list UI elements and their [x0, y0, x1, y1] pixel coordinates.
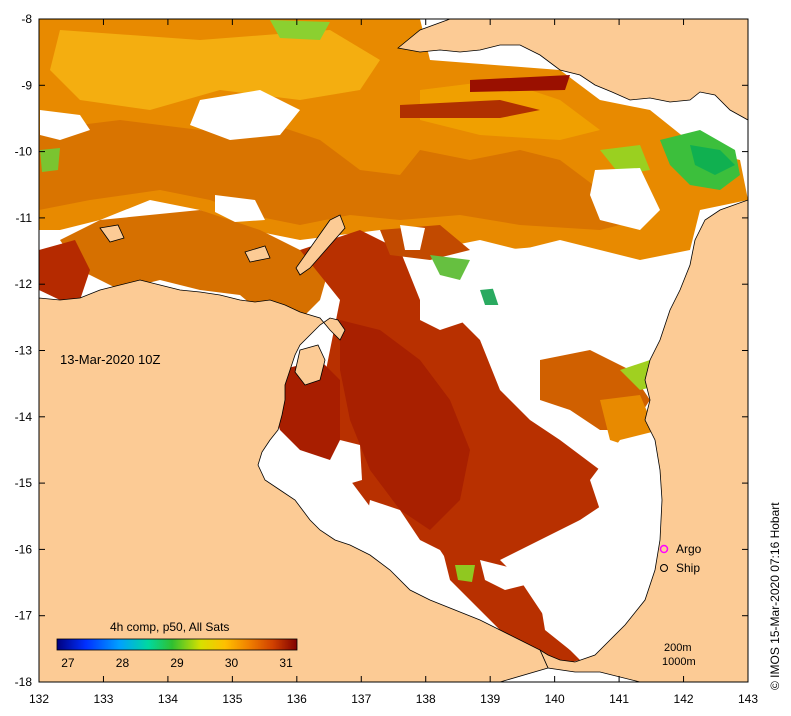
argo-marker-icon: [659, 544, 669, 554]
map-plot: [39, 19, 748, 682]
ship-marker-icon: [660, 564, 668, 572]
map-frame: [38, 18, 749, 683]
colorbar-tick-label: 27: [61, 656, 75, 670]
cloud-gaps: [40, 90, 670, 655]
colorbar-tick-label: 29: [170, 656, 184, 670]
lat-tick-label: -9: [21, 78, 32, 92]
lon-tick-label: 133: [93, 692, 113, 706]
lon-tick-label: 143: [738, 692, 758, 706]
colorbar-title: 4h comp, p50, All Sats: [110, 620, 229, 634]
depth-label-200m: 200m: [664, 642, 692, 654]
lat-tick-label: -10: [15, 145, 33, 159]
ship-label: Ship: [676, 561, 700, 575]
colorbar-tick-label: 30: [225, 656, 239, 670]
lon-tick-label: 141: [609, 692, 629, 706]
lon-tick-label: 137: [351, 692, 371, 706]
lat-tick-label: -15: [15, 476, 33, 490]
colorbar: 4h comp, p50, All Sats 27 28 29 30 31: [56, 620, 298, 670]
lon-tick-label: 138: [416, 692, 436, 706]
lon-tick-label: 140: [545, 692, 565, 706]
lat-tick-label: -18: [15, 675, 33, 689]
colorbar-tick-label: 31: [279, 656, 293, 670]
lon-tick-label: 142: [674, 692, 694, 706]
date-label: 13-Mar-2020 10Z: [60, 352, 160, 367]
lon-tick-label: 139: [480, 692, 500, 706]
credit-label: © IMOS 15-Mar-2020 07:16 Hobart: [768, 502, 782, 690]
lon-tick-label: 136: [287, 692, 307, 706]
latitude-axis: -8 -9 -10 -11 -12 -13 -14 -15 -16 -17 -18: [15, 12, 33, 689]
lon-tick-label: 134: [158, 692, 178, 706]
longitude-axis: 132 133 134 135 136 137 138 139 140 141 142 143: [29, 692, 758, 706]
land-new-guinea: [397, 19, 748, 121]
lat-tick-label: -12: [15, 277, 33, 291]
lat-tick-label: -14: [15, 410, 33, 424]
colorbar-tick-label: 28: [116, 656, 130, 670]
lat-tick-label: -17: [15, 609, 33, 623]
land-groote-eylandt: [294, 344, 326, 386]
lat-tick-label: -16: [15, 542, 33, 556]
depth-legend: 200m 1000m: [662, 642, 696, 668]
land: [39, 19, 748, 682]
land-arnhem: [39, 279, 549, 682]
colorbar-gradient: [56, 638, 298, 651]
marker-legend: Argo Ship: [659, 542, 702, 575]
grid-ticks: [39, 19, 748, 682]
colorbar-ticks: 27 28 29 30 31: [61, 656, 293, 670]
depth-label-1000m: 1000m: [662, 656, 696, 668]
lat-tick-label: -13: [15, 344, 33, 358]
lat-tick-label: -8: [21, 12, 32, 26]
lat-tick-label: -11: [16, 211, 33, 225]
lon-tick-label: 135: [222, 692, 242, 706]
argo-label: Argo: [676, 542, 702, 556]
lon-tick-label: 132: [29, 692, 49, 706]
